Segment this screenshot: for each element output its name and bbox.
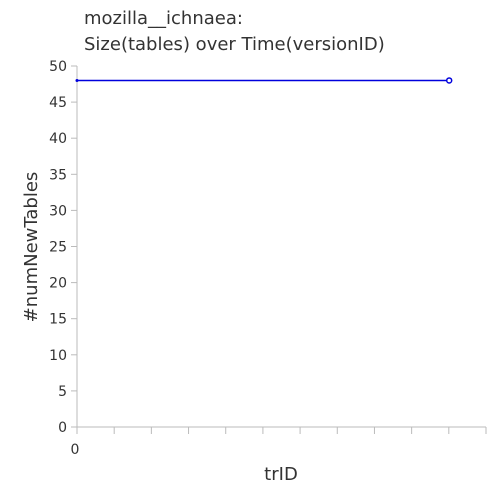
data-point xyxy=(75,78,79,82)
y-tick-label: 10 xyxy=(49,348,67,364)
y-axis-label: #numNewTables xyxy=(21,172,42,323)
y-tick-label: 15 xyxy=(49,312,67,328)
y-tick-label: 0 xyxy=(58,420,67,436)
x-axis-label: trID xyxy=(264,464,298,485)
y-tick-label: 25 xyxy=(49,240,67,256)
y-tick-label: 30 xyxy=(49,203,67,219)
x-axis: 0 xyxy=(71,426,487,458)
y-tick-label: 35 xyxy=(49,167,67,183)
series-group xyxy=(75,77,453,84)
y-tick-label: 45 xyxy=(49,95,67,111)
x-tick-label: 0 xyxy=(71,442,80,458)
chart-title: mozilla__ichnaea: xyxy=(84,8,243,29)
y-axis: 0 5 10 15 20 25 30 35 40 45 50 xyxy=(49,59,78,436)
chart-subtitle: Size(tables) over Time(versionID) xyxy=(84,34,385,55)
y-tick-label: 5 xyxy=(58,384,67,400)
y-tick-label: 40 xyxy=(49,131,67,147)
y-tick-label: 20 xyxy=(49,276,67,292)
y-tick-label: 50 xyxy=(49,59,67,75)
data-point xyxy=(445,77,453,84)
